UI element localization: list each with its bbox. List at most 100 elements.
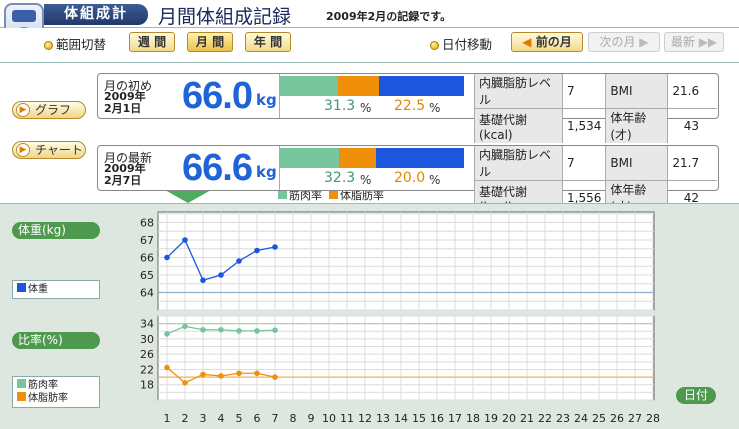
- y-tick-label: 26: [140, 348, 154, 361]
- data-point: [272, 374, 278, 380]
- prev-month-label: 前の月: [535, 35, 572, 49]
- record-stats-table: 内臓脂肪レベル 7 BMI 21.6 基礎代謝(kcal) 1,534 体年齢(…: [474, 74, 718, 143]
- x-tick-label: 23: [556, 412, 570, 425]
- data-point: [272, 327, 278, 333]
- chart-button[interactable]: ▶ チャート: [12, 141, 86, 159]
- fat-legend-label: 体脂肪率: [28, 393, 68, 404]
- muscle-legend-label: 筋肉率: [28, 380, 58, 391]
- data-point: [218, 373, 224, 379]
- x-tick-label: 16: [430, 412, 444, 425]
- x-tick-label: 3: [200, 412, 207, 425]
- x-tick-label: 13: [376, 412, 390, 425]
- arrow-left-icon: ◀: [522, 35, 532, 49]
- x-tick-label: 6: [254, 412, 261, 425]
- y-tick-label: 30: [140, 333, 154, 346]
- data-point: [200, 326, 206, 333]
- date-axis-title: 日付: [676, 387, 716, 404]
- visceral-fat-value: 7: [561, 74, 606, 109]
- graph-area: 体重(kg) 体重 比率(%) 筋肉率 体脂肪率 日付 64 65 66 67 68 18…: [0, 203, 739, 429]
- y-tick-label: 65: [140, 269, 154, 282]
- week-button[interactable]: 週 間: [129, 32, 175, 52]
- date-move-text: 日付移動: [442, 37, 493, 52]
- toolbar: 範囲切替 週 間 月 間 年 間 日付移動 ◀ 前の月 次の月 ▶ 最新 ▶▶: [0, 28, 739, 60]
- fat-swatch: [329, 190, 338, 199]
- x-tick-label: 19: [484, 412, 498, 425]
- next-month-button[interactable]: 次の月 ▶: [588, 32, 660, 52]
- x-tick-label: 18: [466, 412, 480, 425]
- weight-legend: 体重: [12, 280, 100, 299]
- graph-button[interactable]: ▶ グラフ: [12, 101, 86, 119]
- bmi-label: BMI: [605, 74, 668, 109]
- plot-frame: [157, 211, 655, 311]
- composition-bar: [280, 148, 464, 168]
- x-tick-label: 7: [272, 412, 279, 425]
- ratio-legend: 筋肉率 体脂肪率: [12, 376, 100, 408]
- x-tick-label: 17: [448, 412, 462, 425]
- weight-value: 66.6: [182, 147, 253, 189]
- muscle-percent: 32.3: [324, 170, 356, 186]
- page-title: 月間体組成記録: [158, 6, 292, 28]
- data-point: [254, 370, 260, 377]
- header: 体組成計 月間体組成記録 2009年2月の記録です。: [0, 0, 739, 49]
- record-year: 2009年: [104, 162, 146, 175]
- app-title: 体組成計: [44, 4, 148, 25]
- bmi-label: BMI: [605, 146, 668, 181]
- percent-sign: %: [360, 173, 372, 187]
- bmr-value: 1,534: [561, 108, 606, 143]
- data-point: [164, 364, 170, 371]
- visceral-fat-label: 内臓脂肪レベル: [474, 146, 563, 181]
- y-tick-label: 66: [140, 252, 154, 265]
- range-switch-label: 範囲切替: [44, 34, 106, 53]
- muscle-legend-label: 筋肉率: [289, 189, 322, 202]
- arrow-right-icon: ▶: [639, 35, 649, 49]
- weight-axis-title: 体重(kg): [12, 222, 100, 239]
- x-tick-label: 9: [308, 412, 315, 425]
- bmi-value: 21.7: [667, 146, 718, 181]
- x-tick-label: 28: [646, 412, 660, 425]
- date-move-label: 日付移動: [430, 34, 492, 53]
- weight-unit: kg: [256, 163, 277, 181]
- record-month-start: 月の初め 2009年 2月1日 66.0 kg 31.3 % 22.5 % 内臓…: [97, 73, 719, 143]
- x-tick-label: 22: [538, 412, 552, 425]
- summary-panel: ▶ グラフ ▶ チャート 月の初め 2009年 2月1日 66.0 kg 31.3 …: [0, 62, 739, 215]
- x-tick-label: 8: [290, 412, 297, 425]
- record-label: 月の最新: [104, 151, 153, 165]
- x-tick-label: 4: [218, 412, 225, 425]
- x-tick-label: 10: [322, 412, 336, 425]
- fat-segment: [337, 76, 379, 96]
- muscle-segment: [280, 148, 340, 168]
- weight-value: 66.0: [182, 75, 253, 117]
- ratio-axis-title: 比率(%): [12, 332, 100, 349]
- month-button[interactable]: 月 間: [187, 32, 233, 52]
- muscle-swatch: [17, 379, 26, 388]
- prev-month-button[interactable]: ◀ 前の月: [511, 32, 583, 52]
- data-point: [254, 328, 260, 334]
- x-tick-label: 24: [574, 412, 588, 425]
- data-point: [200, 371, 206, 378]
- x-tick-label: 27: [628, 412, 642, 425]
- percent-sign: %: [429, 173, 441, 187]
- arrow-right-icon: ▶: [16, 143, 30, 157]
- divider: [279, 146, 280, 190]
- fat-swatch: [17, 392, 26, 401]
- data-point: [218, 272, 224, 278]
- y-tick-label: 18: [140, 379, 154, 392]
- y-tick-label: 64: [140, 287, 154, 300]
- x-tick-label: 20: [502, 412, 516, 425]
- arrow-right-icon: ▶: [16, 103, 30, 117]
- bmr-label: 基礎代謝(kcal): [474, 108, 563, 143]
- other-segment: [376, 148, 464, 168]
- bmi-value: 21.6: [667, 74, 718, 109]
- x-tick-label: 5: [236, 412, 243, 425]
- x-tick-label: 2: [182, 412, 189, 425]
- x-tick-label: 14: [394, 412, 408, 425]
- double-arrow-right-icon: ▶▶: [698, 35, 718, 49]
- fat-legend-label: 体脂肪率: [340, 189, 384, 202]
- year-button[interactable]: 年 間: [245, 32, 291, 52]
- muscle-segment: [280, 76, 338, 96]
- latest-button[interactable]: 最新 ▶▶: [664, 32, 724, 52]
- data-point: [254, 247, 260, 254]
- x-tick-label: 12: [358, 412, 372, 425]
- percent-sign: %: [360, 101, 372, 115]
- data-point: [236, 328, 242, 334]
